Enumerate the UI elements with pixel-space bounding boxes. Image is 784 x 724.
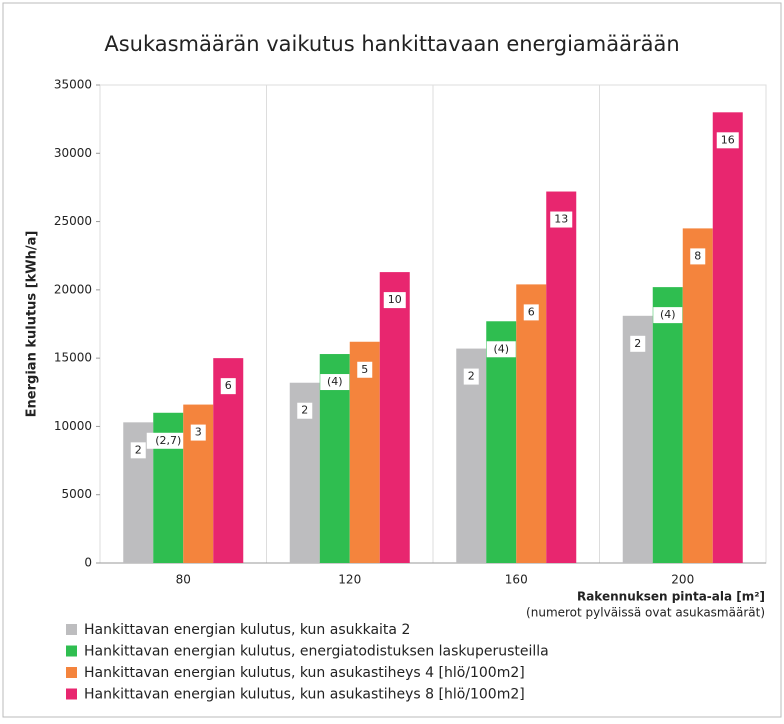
bar [546, 191, 577, 564]
y-tick-label: 10000 [54, 419, 92, 433]
y-tick-label: 25000 [54, 214, 92, 228]
bar [486, 321, 517, 563]
bar-label: 2 [301, 404, 308, 417]
bar-label: 3 [195, 426, 202, 439]
legend-swatch [66, 624, 77, 635]
bar-label-box [523, 304, 539, 321]
bar-label-box [653, 307, 683, 324]
legend-label: Hankittavan energian kulutus, kun asukas… [84, 665, 525, 681]
bar-label: 10 [388, 293, 402, 306]
bar-label-box [550, 211, 573, 228]
legend-swatch [66, 688, 77, 700]
bar-label-box [220, 378, 236, 395]
x-tick-label: 120 [338, 573, 361, 587]
bar [652, 287, 683, 563]
bar-label: 5 [361, 363, 368, 376]
x-tick-label: 200 [671, 573, 694, 587]
bar-label: (4) [493, 342, 509, 355]
bar-label: (2,7) [155, 434, 181, 447]
x-tick-label: 80 [176, 573, 191, 587]
legend-swatch [66, 645, 77, 657]
bar-label: 2 [468, 370, 475, 383]
legend-label: Hankittavan energian kulutus, energiatod… [84, 644, 549, 660]
legend-swatch [66, 667, 77, 678]
bar-label: 6 [528, 305, 535, 318]
x-axis-label: Rakennuksen pinta-ala [m²] [577, 590, 765, 604]
y-tick-label: 0 [84, 556, 92, 570]
bar-label-box [463, 368, 479, 385]
bar-label-box [486, 341, 516, 358]
bar-label-box [190, 424, 206, 441]
y-tick-label: 30000 [54, 146, 92, 160]
bar [379, 272, 410, 563]
bar-label: (4) [327, 375, 343, 388]
y-axis-label: Energian kulutus [kWh/a] [25, 231, 40, 418]
bar [516, 284, 547, 563]
bar-label-box [130, 442, 146, 459]
legend-label: Hankittavan energian kulutus, kun asukka… [84, 622, 410, 638]
bar-label: 13 [554, 213, 568, 226]
bar-label-box [690, 248, 706, 265]
chart-title: Asukasmäärän vaikutus hankittavaan energ… [104, 32, 679, 56]
y-tick-label: 35000 [54, 78, 92, 92]
bar [712, 112, 743, 564]
x-axis-note: (numerot pylväissä ovat asukasmäärät) [526, 606, 765, 620]
bar [349, 341, 380, 563]
bar-label: 2 [634, 337, 641, 350]
x-tick-label: 160 [505, 573, 528, 587]
bar-label-box [383, 292, 406, 309]
y-tick-label: 15000 [54, 351, 92, 365]
bar-label-box [357, 361, 373, 378]
bar [622, 315, 653, 563]
legend-label: Hankittavan energian kulutus, kun asukas… [84, 687, 525, 703]
bar-label-box [320, 374, 350, 391]
bar-label: 6 [225, 379, 232, 392]
bar-label-box [630, 335, 646, 352]
bar-label: 2 [135, 443, 142, 456]
y-tick-label: 5000 [61, 487, 92, 501]
bar-label-box [146, 432, 190, 449]
bar-label: 16 [721, 133, 735, 146]
bar-label-box [297, 402, 313, 419]
bar-label: 8 [694, 249, 701, 262]
bar [682, 228, 713, 563]
bar-label-box [716, 132, 739, 149]
bar-label: (4) [660, 308, 676, 321]
y-tick-label: 20000 [54, 282, 92, 296]
